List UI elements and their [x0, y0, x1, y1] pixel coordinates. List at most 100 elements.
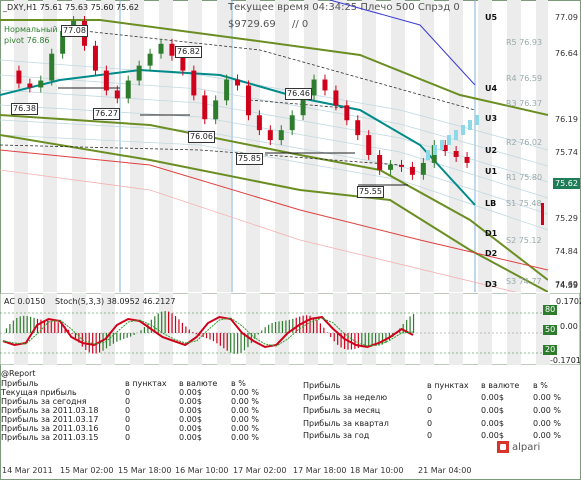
oscillator-chart[interactable]: [0, 293, 580, 365]
candle: [300, 95, 306, 116]
price-tag: 76.27: [93, 108, 120, 120]
pivot-value-label: S2 75.12: [506, 236, 542, 245]
report-row: Прибыль за квартал 0 0.00$ 0.00 %: [303, 417, 581, 430]
report-row: Прибыль за сегодня 0 0.00$ 0.00 %: [1, 397, 283, 406]
time-axis-label: 21 Mar 04:00: [418, 466, 472, 475]
report-cell: 0.00$: [179, 433, 202, 442]
pivot-level-label: LB: [485, 199, 497, 208]
report-cell: Прибыль за квартал: [303, 418, 389, 428]
osc-right-mid: 0.00: [560, 322, 578, 331]
current-price-badge: 75.62: [553, 178, 580, 189]
report-cell: 0.00$: [481, 418, 504, 428]
candle: [366, 135, 372, 155]
pivot-level-label: D3: [485, 280, 498, 289]
report-header-cell: в %: [533, 380, 548, 390]
report-cell: 0: [427, 405, 433, 415]
pivot-level-label: D1: [485, 229, 498, 238]
indicator-label: Нормальный: [4, 25, 58, 34]
forecast-candle: [475, 115, 479, 125]
osc-right-bottom: -0.1701: [550, 356, 581, 365]
report-header-cell: в валюте: [481, 380, 520, 390]
time-axis-label: 17 Mar 18:00: [293, 466, 347, 475]
report-cell: 0: [125, 433, 131, 442]
price-chart[interactable]: [0, 0, 548, 292]
report-cell: 0: [125, 424, 131, 433]
balance-extra: // 0: [292, 19, 309, 30]
report-row: Прибыль за 2011.03.16 0 0.00$ 0.00 %: [1, 424, 283, 433]
pivot-value-label: R1 75.80: [506, 173, 543, 182]
stoch-main-line: [2, 315, 414, 349]
report-title: @Report: [1, 369, 36, 378]
pivot-label: pivot 76.86: [4, 36, 50, 45]
time-axis-label: 16 Mar 10:00: [175, 466, 229, 475]
report-cell: 0.00 %: [231, 397, 259, 406]
candle: [169, 43, 175, 56]
report-cell: 0.00 %: [231, 415, 259, 424]
candle: [147, 53, 153, 66]
candle: [136, 65, 142, 81]
report-cell: Прибыль за сегодня: [1, 397, 87, 406]
report-cell: Текущая прибыль: [1, 388, 77, 397]
price-tag: 77.08: [61, 25, 88, 37]
candle: [92, 45, 98, 71]
candle: [398, 164, 404, 167]
alpari-logo-icon: [497, 441, 509, 453]
candle: [256, 115, 262, 131]
report-header-cell: в пунктах: [427, 380, 469, 390]
candle: [355, 120, 361, 136]
pivot-level-label: U4: [485, 84, 498, 93]
report-header-cell: в валюте: [179, 379, 218, 388]
candle: [442, 145, 448, 151]
candle: [202, 95, 208, 120]
report-cell: 0: [125, 415, 131, 424]
pivot-value-label: R4 76.59: [506, 74, 543, 83]
report-cell: 0: [125, 397, 131, 406]
pivot-value-label: S1 75.48: [506, 199, 542, 208]
forecast-candle: [461, 125, 465, 135]
report-cell: 0.00 %: [533, 405, 561, 415]
price-axis-label: 75.29: [555, 214, 578, 223]
candle: [191, 70, 197, 96]
price-tag: 76.38: [11, 103, 38, 115]
candle: [377, 154, 383, 170]
pivot-level-label: U1: [485, 167, 498, 176]
time-axis-label: 15 Mar 18:00: [118, 466, 172, 475]
report-cell: 0.00 %: [231, 433, 259, 442]
forecast-candle: [433, 145, 437, 155]
report-cell: 0: [427, 418, 433, 428]
symbol-line: _DXY,H1 75.61 75.63 75.60 75.62: [3, 3, 139, 12]
report-cell: 0.00 %: [231, 388, 259, 397]
price-axis-label: 75.74: [555, 148, 578, 157]
report-row: Прибыль за 2011.03.18 0 0.00$ 0.00 %: [1, 406, 283, 415]
price-tag: 75.85: [236, 153, 263, 165]
report-cell: 0.00 %: [533, 431, 561, 441]
candle: [180, 55, 186, 71]
candle: [158, 43, 164, 54]
pivot-level-label: U2: [485, 146, 498, 155]
report-cell: 0.00 %: [231, 406, 259, 415]
alpari-logo-text: alpari: [512, 441, 541, 453]
time-axis-label: 15 Mar 02:00: [60, 466, 114, 475]
price-axis-label: 74.84: [555, 247, 578, 256]
candle: [103, 70, 109, 91]
pivot-level-label: D2: [485, 249, 498, 258]
price-tag: 75.55: [357, 186, 384, 198]
candle: [388, 164, 394, 170]
forecast-candle: [468, 120, 472, 130]
price-tag: 76.46: [285, 88, 312, 100]
report-header-cell: в пунктах: [125, 379, 167, 388]
osc-level-80: 80: [543, 305, 558, 315]
pivot-value-label: R2 76.02: [506, 138, 543, 147]
report-cell: 0.00$: [179, 415, 202, 424]
pivot-value-label: R3 76.37: [506, 99, 543, 108]
report-cell: Прибыль за месяц: [303, 405, 381, 415]
candle: [38, 80, 44, 88]
report-cell: Прибыль за 2011.03.15: [1, 433, 99, 442]
report-cell: Прибыль за год: [303, 431, 370, 441]
candle: [267, 130, 273, 141]
report-row: Прибыль в пунктах в валюте в %: [1, 379, 283, 388]
stoch-signal-line: [2, 317, 414, 347]
report-row: Прибыль за 2011.03.15 0 0.00$ 0.00 %: [1, 433, 283, 442]
report-cell: 0.00 %: [231, 424, 259, 433]
candle: [60, 30, 66, 54]
